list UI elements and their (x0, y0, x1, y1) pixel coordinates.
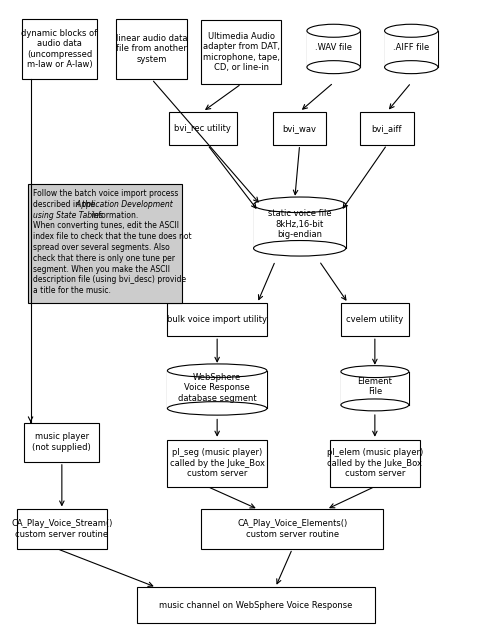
Text: bvi_aiff: bvi_aiff (372, 124, 402, 132)
Bar (341, 303, 409, 336)
Bar (168, 371, 267, 408)
Ellipse shape (254, 197, 346, 213)
Bar (384, 31, 438, 67)
Bar (22, 19, 97, 79)
Text: Element
File: Element File (358, 377, 392, 396)
Text: .AIFF file: .AIFF file (393, 43, 430, 52)
Ellipse shape (307, 61, 360, 74)
Text: cvelem utility: cvelem utility (346, 315, 404, 324)
Text: bulk voice import utility: bulk voice import utility (167, 315, 267, 324)
Bar (168, 111, 236, 145)
Text: using State Tables: using State Tables (32, 211, 102, 220)
Ellipse shape (384, 61, 438, 74)
Text: Ultimedia Audio
adapter from DAT,
microphone, tape,
CD, or line-in: Ultimedia Audio adapter from DAT, microp… (203, 32, 280, 72)
Text: linear audio data
file from another
system: linear audio data file from another syst… (116, 34, 188, 64)
Text: .WAV file: .WAV file (315, 43, 352, 52)
Text: CA_Play_Voice_Elements()
custom server routine: CA_Play_Voice_Elements() custom server r… (237, 519, 348, 539)
Ellipse shape (254, 241, 346, 256)
Text: CA_Play_Voice_Stream()
custom server routine: CA_Play_Voice_Stream() custom server rou… (11, 519, 112, 539)
Text: music channel on WebSphere Voice Response: music channel on WebSphere Voice Respons… (160, 601, 352, 610)
Bar (202, 20, 281, 84)
Bar (202, 510, 384, 548)
Ellipse shape (341, 366, 409, 378)
Bar (273, 111, 326, 145)
Ellipse shape (168, 364, 267, 377)
Text: Follow the batch voice import process: Follow the batch voice import process (32, 189, 178, 198)
Text: static voice file
8kHz,16-bit
big-endian: static voice file 8kHz,16-bit big-endian (268, 210, 332, 240)
Bar (137, 587, 375, 623)
Text: index file to check that the tune does not: index file to check that the tune does n… (32, 232, 192, 241)
Ellipse shape (168, 402, 267, 415)
Bar (254, 204, 346, 248)
Text: pl_seg (music player)
called by the Juke_Box
custom server: pl_seg (music player) called by the Juke… (170, 448, 264, 478)
Ellipse shape (307, 24, 360, 37)
Text: When converting tunes, edit the ASCII: When converting tunes, edit the ASCII (32, 222, 178, 231)
Text: Application Development: Application Development (69, 200, 173, 209)
Text: dynamic blocks of
audio data
(uncompressed
m-law or A-law): dynamic blocks of audio data (uncompress… (22, 29, 98, 69)
Bar (330, 440, 420, 487)
Ellipse shape (384, 24, 438, 37)
Text: described in the: described in the (32, 200, 94, 209)
Text: pl_elem (music player)
called by the Juke_Box
custom server: pl_elem (music player) called by the Juk… (326, 448, 423, 478)
Bar (360, 111, 414, 145)
Bar (116, 19, 187, 79)
Bar (341, 371, 409, 405)
Bar (168, 303, 267, 336)
Bar (24, 422, 100, 462)
Text: music player
(not supplied): music player (not supplied) (32, 433, 91, 452)
Text: a title for the music.: a title for the music. (32, 286, 110, 295)
Bar (17, 510, 106, 548)
Text: WebSphere
Voice Response
database segment: WebSphere Voice Response database segmen… (178, 373, 256, 403)
Text: description file (using bvi_desc) provide: description file (using bvi_desc) provid… (32, 275, 186, 284)
Bar (307, 31, 360, 67)
Text: check that there is only one tune per: check that there is only one tune per (32, 254, 174, 262)
Text: bvi_rec utility: bvi_rec utility (174, 124, 231, 132)
Bar (168, 440, 267, 487)
Ellipse shape (341, 399, 409, 411)
Bar (28, 184, 182, 303)
Text: bvi_wav: bvi_wav (282, 124, 316, 132)
Text: information.: information. (78, 211, 138, 220)
Text: segment. When you make the ASCII: segment. When you make the ASCII (32, 264, 170, 273)
Text: spread over several segments. Also: spread over several segments. Also (32, 243, 170, 252)
